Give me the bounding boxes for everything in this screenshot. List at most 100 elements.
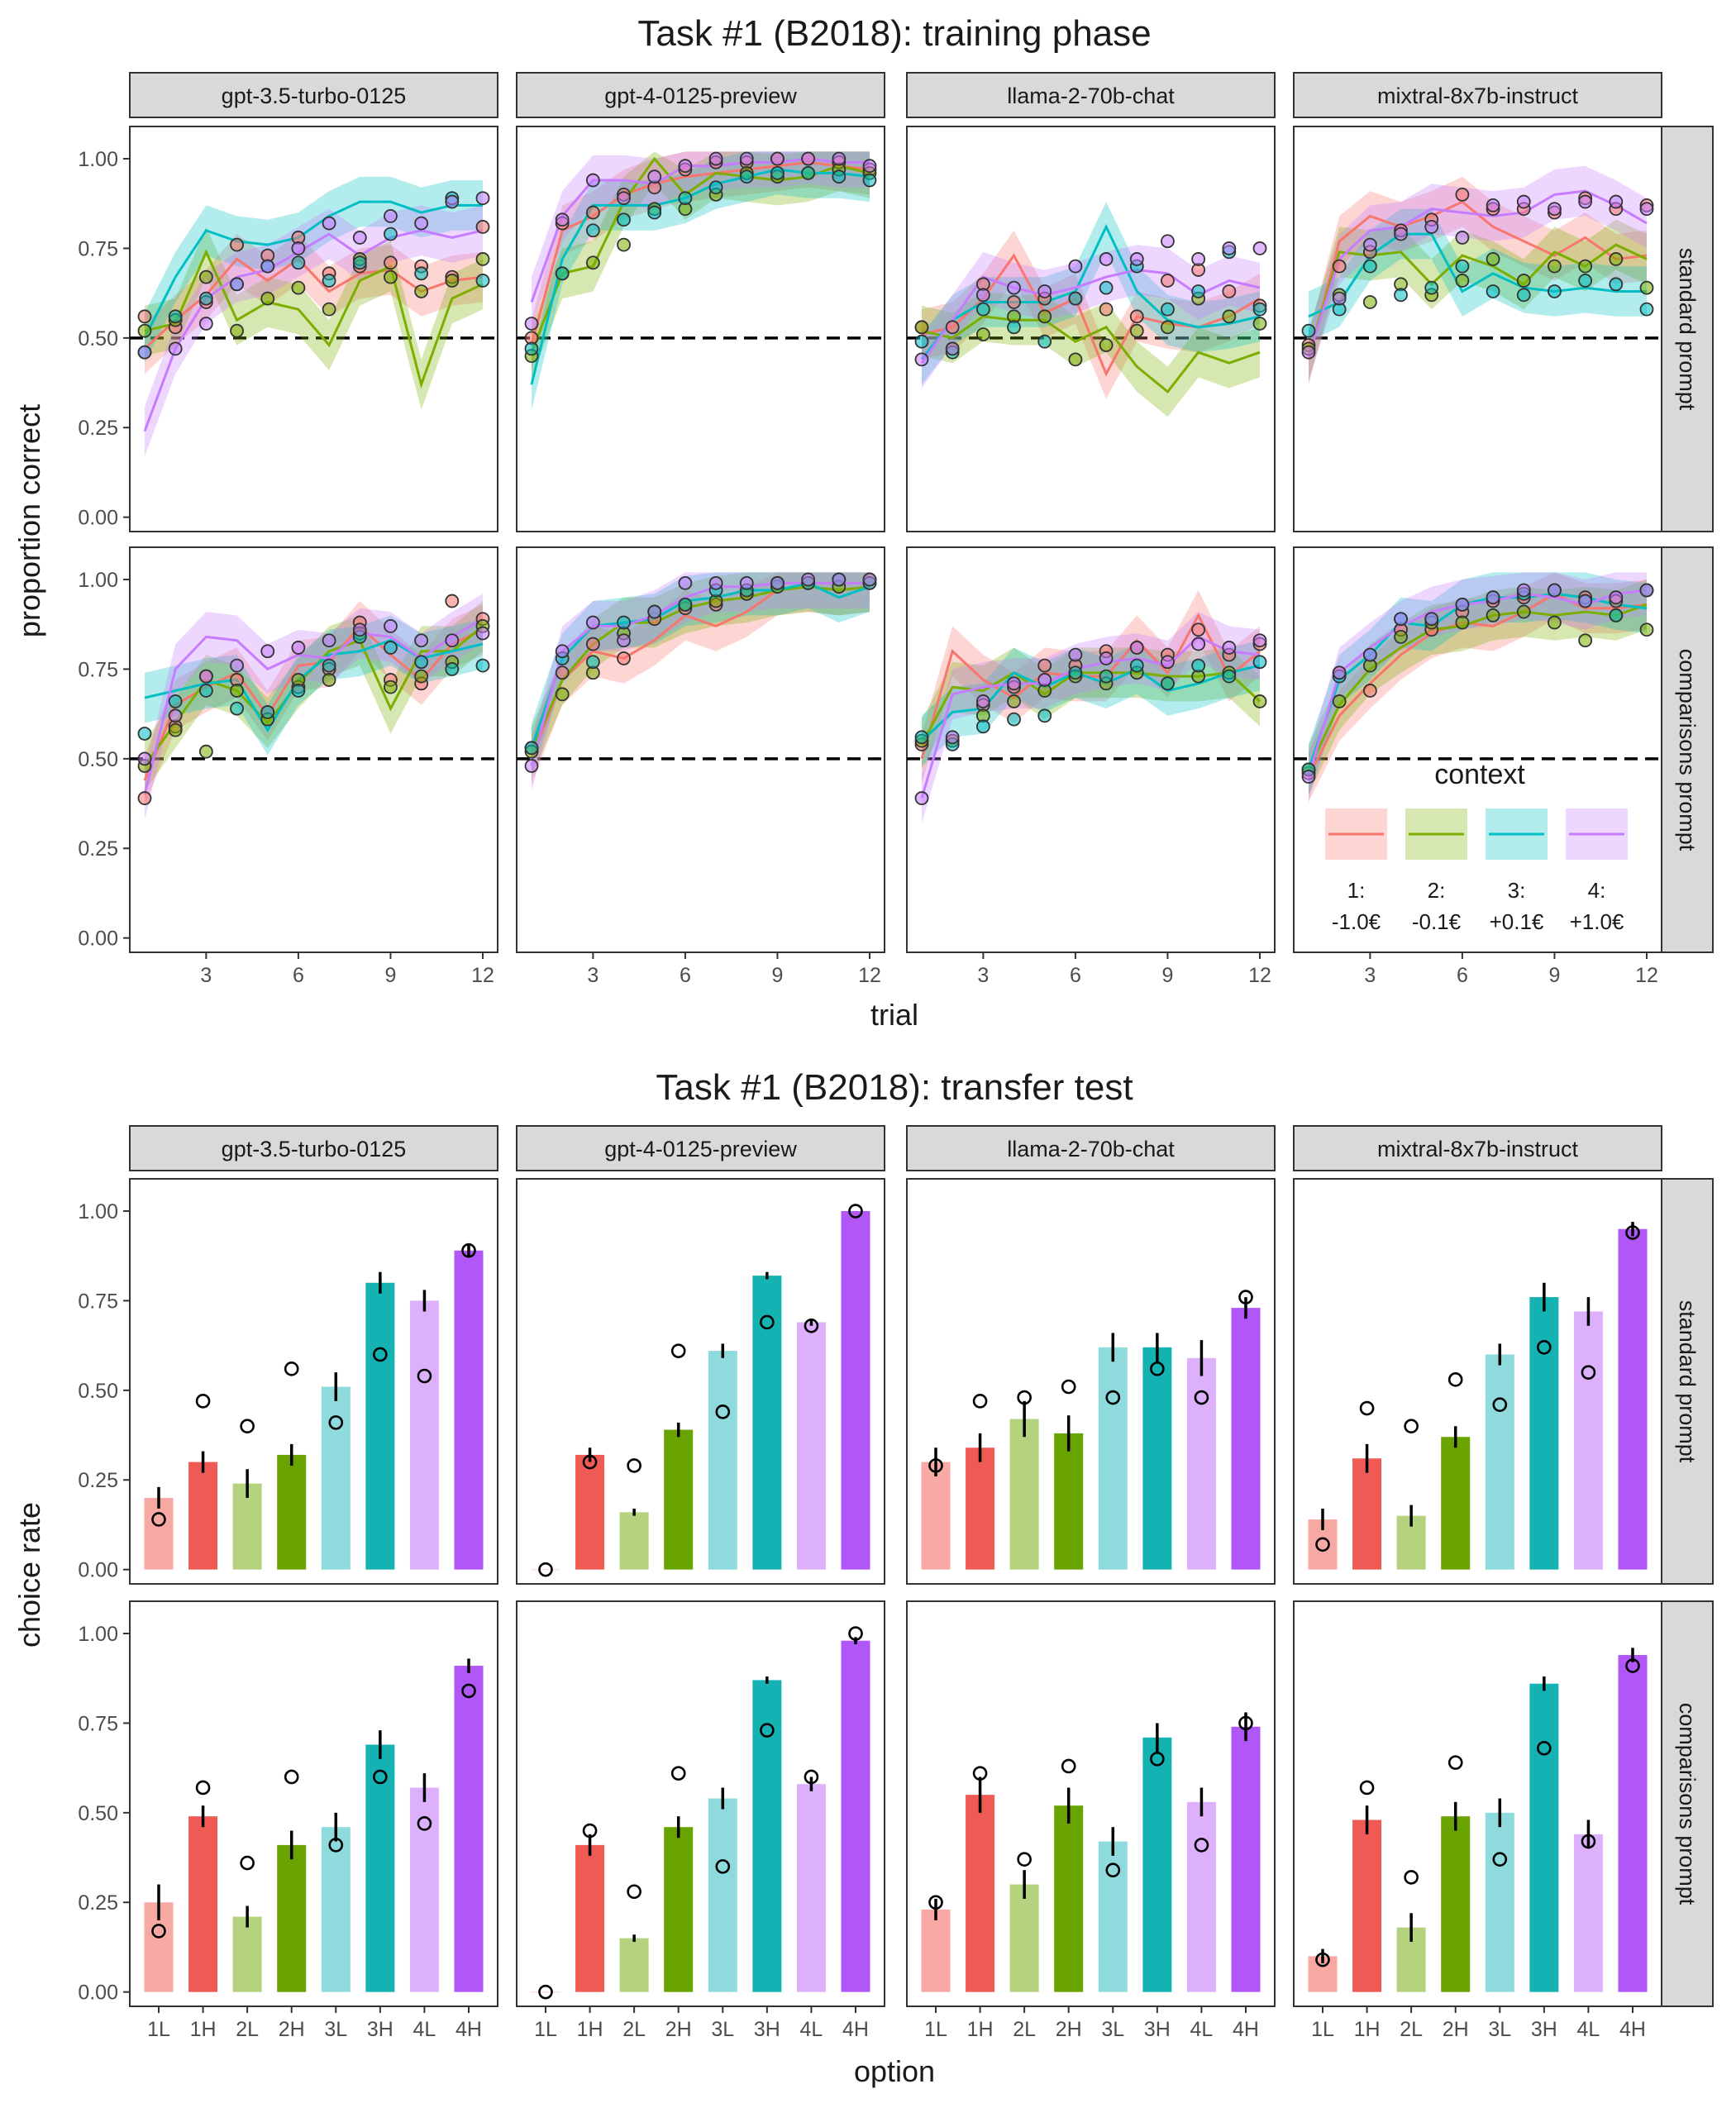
panel-border: [516, 126, 885, 532]
data-point-context-3: [1252, 655, 1267, 670]
confidence-ribbon-context-1: [922, 230, 1260, 399]
human-point-2H: [1061, 1379, 1076, 1395]
data-point-context-3: [1068, 291, 1083, 306]
human-point-4H: [1238, 1715, 1253, 1731]
data-point-context-4: [975, 694, 990, 708]
y-tick-label: 0.00: [78, 1982, 118, 2005]
x-tick-label: 4L: [1190, 2018, 1214, 2041]
human-point-1H: [195, 1394, 211, 1409]
data-point-context-4: [1394, 227, 1408, 241]
data-point-context-3: [1486, 284, 1500, 298]
data-point-context-4: [291, 641, 306, 655]
data-point-context-2: [617, 237, 631, 252]
data-point-context-3: [524, 741, 539, 756]
facet-strip-top: [129, 72, 498, 118]
x-tick-label: 12: [1248, 964, 1271, 987]
data-point-context-4: [260, 259, 275, 274]
bar-2L: [619, 1512, 649, 1570]
data-point-context-2: [1516, 604, 1531, 619]
human-point-4L: [1581, 1365, 1596, 1380]
x-tick-label: 2H: [665, 2018, 692, 2041]
bar-1H: [188, 1816, 218, 1992]
panel-border: [1293, 1178, 1662, 1585]
data-point-context-2: [322, 673, 336, 687]
human-point-2H: [284, 1769, 299, 1785]
confidence-ribbon-context-4: [922, 245, 1260, 389]
human-point-4H: [1625, 1658, 1640, 1673]
x-tick-label: 9: [385, 964, 397, 987]
x-tick-label: 2L: [236, 2018, 259, 2041]
facet-label-prompt: standard prompt: [1675, 1300, 1700, 1463]
data-point-context-1: [1129, 309, 1144, 324]
data-point-context-4: [585, 173, 600, 188]
data-point-context-4: [832, 572, 847, 587]
data-point-context-4: [524, 317, 539, 331]
human-point-1H: [1359, 1400, 1375, 1416]
legend-label-value: +1.0€: [1570, 909, 1624, 934]
human-point-2L: [627, 1884, 641, 1900]
data-point-context-4: [230, 277, 244, 292]
data-point-context-3: [168, 694, 183, 708]
y-tick-label: 0.50: [78, 327, 118, 351]
human-point-3L: [328, 1838, 344, 1853]
bar-2L: [232, 1916, 262, 1992]
data-point-context-1: [475, 220, 490, 234]
data-point-context-4: [1301, 770, 1316, 784]
data-point-context-4: [137, 751, 152, 766]
data-point-context-4: [524, 759, 539, 773]
data-point-context-4: [1516, 583, 1531, 598]
data-point-context-4: [1639, 202, 1654, 217]
human-point-3H: [1150, 1751, 1165, 1767]
confidence-ribbon-context-2: [532, 151, 870, 378]
confidence-ribbon-context-3: [922, 202, 1260, 385]
data-point-context-3: [168, 309, 183, 324]
y-tick-label: 0.50: [78, 748, 118, 771]
transfer-chart: gpt-3.5-turbo-01250.000.250.500.751.000.…: [78, 1125, 1714, 2041]
data-point-context-3: [832, 169, 847, 184]
human-point-2L: [240, 1419, 255, 1434]
data-point-context-3: [678, 191, 693, 206]
data-point-context-4: [1486, 590, 1500, 605]
data-point-context-4: [832, 151, 847, 166]
transfer-panel: 0.00 0.25 0.50 0.75 1.00: [78, 1178, 498, 1585]
x-tick-label: 12: [1635, 964, 1658, 987]
data-point-context-3: [914, 730, 929, 745]
facet-label-prompt: comparisons prompt: [1675, 1703, 1700, 1905]
data-point-context-3: [524, 341, 539, 356]
panel-border: [129, 546, 498, 953]
bar-3L: [321, 1827, 351, 1992]
data-point-context-2: [445, 274, 460, 288]
data-point-context-4: [739, 151, 754, 166]
human-point-2H: [284, 1362, 299, 1376]
data-point-context-1: [617, 651, 631, 665]
data-point-context-4: [1394, 612, 1408, 627]
y-tick-label: 0.25: [78, 1469, 118, 1492]
data-point-context-3: [1191, 284, 1206, 298]
x-tick-label: 1H: [1354, 2018, 1381, 2041]
bar-3L: [708, 1798, 737, 1992]
bar-2H: [277, 1844, 307, 1992]
transfer-y-axis-title: choice rate: [12, 1502, 46, 1648]
human-point-1H: [1359, 1780, 1375, 1796]
human-point-4L: [1194, 1390, 1209, 1405]
bar-2L: [1009, 1884, 1039, 1992]
data-point-context-2: [230, 323, 244, 338]
y-tick-label: 0.75: [78, 1712, 118, 1735]
bar-2L: [1009, 1419, 1039, 1570]
data-point-context-4: [1068, 259, 1083, 274]
data-point-context-2: [1486, 608, 1500, 622]
bar-2H: [1054, 1433, 1084, 1570]
data-point-context-4: [1161, 234, 1175, 249]
data-point-context-1: [1362, 684, 1377, 698]
data-point-context-1: [1455, 187, 1470, 202]
data-point-context-4: [260, 644, 275, 659]
data-point-context-4: [1332, 665, 1347, 680]
data-point-context-2: [1222, 309, 1237, 324]
data-point-context-3: [617, 212, 631, 227]
x-tick-label: 3: [200, 964, 212, 987]
data-point-context-4: [1161, 655, 1175, 670]
facet-strip-top: [1293, 72, 1662, 118]
data-point-context-4: [1548, 583, 1562, 598]
data-point-context-4: [352, 622, 367, 637]
facet-label-prompt: comparisons prompt: [1675, 649, 1700, 851]
